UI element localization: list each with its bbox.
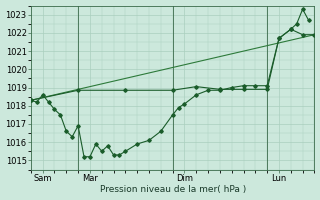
X-axis label: Pression niveau de la mer( hPa ): Pression niveau de la mer( hPa ) <box>100 185 246 194</box>
